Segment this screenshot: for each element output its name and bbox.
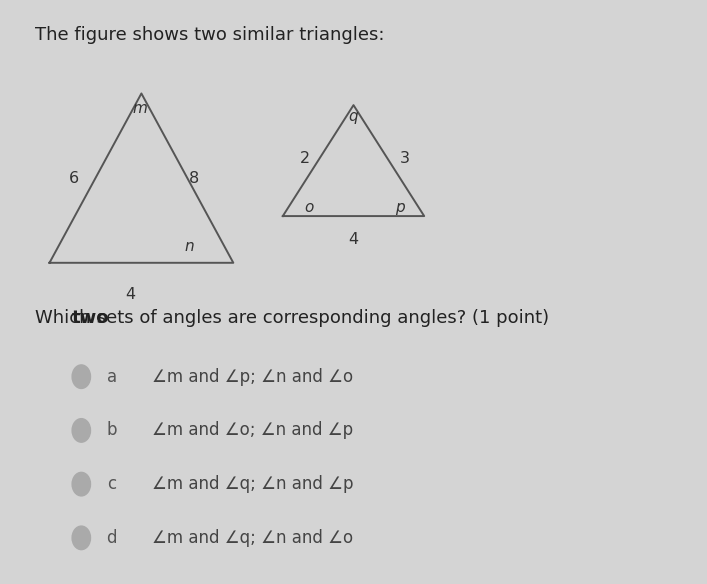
Text: b: b	[107, 422, 117, 439]
Text: Which: Which	[35, 310, 97, 327]
Text: p: p	[395, 200, 405, 215]
Text: m: m	[132, 100, 148, 116]
Text: 4: 4	[349, 232, 358, 247]
Text: d: d	[107, 529, 117, 547]
Text: two: two	[72, 310, 110, 327]
Text: 2: 2	[300, 151, 310, 166]
Text: o: o	[304, 200, 314, 215]
Text: ∠m and ∠q; ∠n and ∠o: ∠m and ∠q; ∠n and ∠o	[152, 529, 353, 547]
Text: ∠m and ∠o; ∠n and ∠p: ∠m and ∠o; ∠n and ∠p	[152, 422, 353, 439]
Ellipse shape	[72, 365, 90, 388]
Text: c: c	[107, 475, 116, 493]
Ellipse shape	[72, 419, 90, 442]
Text: 8: 8	[189, 171, 199, 186]
Text: The figure shows two similar triangles:: The figure shows two similar triangles:	[35, 26, 385, 44]
Ellipse shape	[72, 472, 90, 496]
Text: 3: 3	[400, 151, 410, 166]
Text: 6: 6	[69, 171, 79, 186]
Text: 4: 4	[126, 287, 136, 303]
Text: sets of angles are corresponding angles? (1 point): sets of angles are corresponding angles?…	[91, 310, 549, 327]
Text: a: a	[107, 368, 117, 385]
Text: q: q	[348, 109, 358, 124]
Text: n: n	[185, 239, 194, 254]
Text: ∠m and ∠q; ∠n and ∠p: ∠m and ∠q; ∠n and ∠p	[152, 475, 354, 493]
Text: ∠m and ∠p; ∠n and ∠o: ∠m and ∠p; ∠n and ∠o	[152, 368, 353, 385]
Ellipse shape	[72, 526, 90, 550]
